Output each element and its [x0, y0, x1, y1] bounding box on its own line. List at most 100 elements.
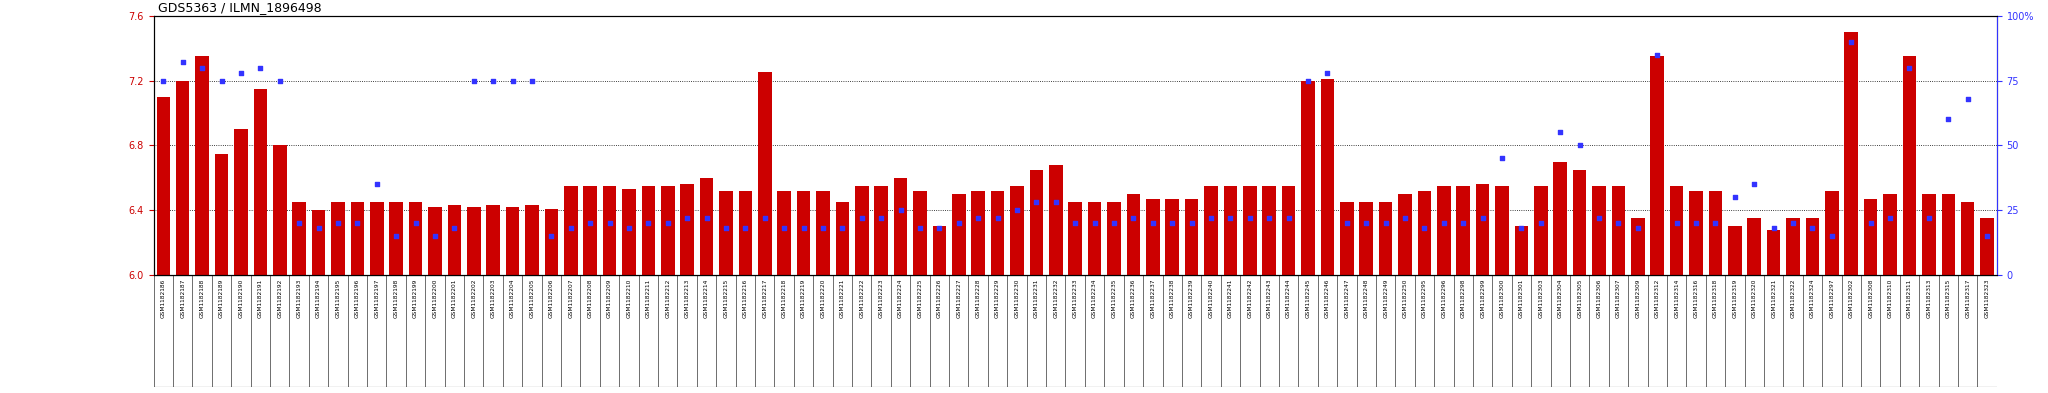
- Bar: [797, 191, 811, 275]
- Point: [1835, 39, 1868, 45]
- Bar: [932, 226, 946, 275]
- Point: [1409, 225, 1442, 231]
- Bar: [1438, 186, 1450, 275]
- Text: GSM1182250: GSM1182250: [1403, 279, 1407, 318]
- Bar: [350, 202, 365, 275]
- Text: GSM1182215: GSM1182215: [723, 279, 729, 318]
- Bar: [602, 186, 616, 275]
- Text: GSM1182299: GSM1182299: [1481, 279, 1485, 318]
- Bar: [1204, 186, 1219, 275]
- Text: GSM1182322: GSM1182322: [1790, 279, 1796, 318]
- Text: GSM1182230: GSM1182230: [1014, 279, 1020, 318]
- Point: [1311, 70, 1343, 76]
- Bar: [1262, 186, 1276, 275]
- Text: GSM1182297: GSM1182297: [1829, 279, 1835, 318]
- Bar: [1456, 186, 1470, 275]
- Point: [1739, 181, 1772, 187]
- Bar: [545, 209, 559, 275]
- Text: GSM1182223: GSM1182223: [879, 279, 883, 318]
- Bar: [1591, 186, 1606, 275]
- Text: GSM1182301: GSM1182301: [1520, 279, 1524, 318]
- Text: GSM1182191: GSM1182191: [258, 279, 262, 318]
- Point: [244, 64, 276, 71]
- Text: GSM1182199: GSM1182199: [414, 279, 418, 318]
- Bar: [1010, 186, 1024, 275]
- Text: GSM1182212: GSM1182212: [666, 279, 670, 318]
- Bar: [893, 178, 907, 275]
- Point: [1253, 215, 1286, 221]
- Point: [729, 225, 762, 231]
- Point: [322, 220, 354, 226]
- Text: GSM1182314: GSM1182314: [1673, 279, 1679, 318]
- Text: GSM1182213: GSM1182213: [684, 279, 690, 318]
- Text: GSM1182207: GSM1182207: [567, 279, 573, 318]
- Text: GSM1182246: GSM1182246: [1325, 279, 1329, 318]
- Bar: [1554, 162, 1567, 275]
- Bar: [1747, 219, 1761, 275]
- Point: [1778, 220, 1810, 226]
- Text: GSM1182249: GSM1182249: [1382, 279, 1389, 318]
- Bar: [563, 186, 578, 275]
- Bar: [1049, 165, 1063, 275]
- Bar: [641, 186, 655, 275]
- Point: [846, 215, 879, 221]
- Bar: [176, 81, 190, 275]
- Bar: [836, 202, 850, 275]
- Point: [1718, 194, 1751, 200]
- Point: [1427, 220, 1460, 226]
- Text: GSM1182218: GSM1182218: [782, 279, 786, 318]
- Point: [1640, 51, 1673, 58]
- Text: GSM1182194: GSM1182194: [315, 279, 322, 318]
- Point: [1446, 220, 1479, 226]
- Bar: [1612, 186, 1626, 275]
- Text: GSM1182248: GSM1182248: [1364, 279, 1368, 318]
- Point: [942, 220, 975, 226]
- Point: [1622, 225, 1655, 231]
- Bar: [662, 186, 674, 275]
- Bar: [1864, 199, 1878, 275]
- Text: GSM1182208: GSM1182208: [588, 279, 592, 318]
- Point: [186, 64, 219, 71]
- Bar: [389, 202, 403, 275]
- Bar: [1516, 226, 1528, 275]
- Text: GSM1182238: GSM1182238: [1169, 279, 1176, 318]
- Text: GSM1182307: GSM1182307: [1616, 279, 1620, 318]
- Bar: [254, 89, 266, 275]
- Text: GSM1182236: GSM1182236: [1130, 279, 1137, 318]
- Bar: [1630, 219, 1645, 275]
- Bar: [1960, 202, 1974, 275]
- Text: GSM1182217: GSM1182217: [762, 279, 768, 318]
- Text: GSM1182324: GSM1182324: [1810, 279, 1815, 318]
- Text: GSM1182305: GSM1182305: [1577, 279, 1583, 318]
- Text: GSM1182298: GSM1182298: [1460, 279, 1466, 318]
- Bar: [272, 145, 287, 275]
- Text: GSM1182295: GSM1182295: [1421, 279, 1427, 318]
- Point: [555, 225, 588, 231]
- Point: [360, 181, 393, 187]
- Bar: [449, 206, 461, 275]
- Text: GSM1182247: GSM1182247: [1343, 279, 1350, 318]
- Point: [1040, 199, 1073, 206]
- Text: GSM1182216: GSM1182216: [743, 279, 748, 318]
- Point: [1466, 215, 1499, 221]
- Point: [1815, 233, 1847, 239]
- Bar: [680, 184, 694, 275]
- Text: GSM1182219: GSM1182219: [801, 279, 807, 318]
- Point: [379, 233, 412, 239]
- Bar: [1729, 226, 1741, 275]
- Point: [1952, 95, 1985, 102]
- Bar: [971, 191, 985, 275]
- Point: [1931, 116, 1964, 123]
- Text: GSM1182226: GSM1182226: [936, 279, 942, 318]
- Text: GSM1182296: GSM1182296: [1442, 279, 1446, 318]
- Point: [1505, 225, 1538, 231]
- Bar: [1069, 202, 1081, 275]
- Point: [1544, 129, 1577, 136]
- Point: [1233, 215, 1266, 221]
- Text: GSM1182239: GSM1182239: [1190, 279, 1194, 318]
- Point: [496, 77, 528, 84]
- Bar: [371, 202, 383, 275]
- Bar: [778, 191, 791, 275]
- Text: GSM1182233: GSM1182233: [1073, 279, 1077, 318]
- Text: GSM1182204: GSM1182204: [510, 279, 514, 318]
